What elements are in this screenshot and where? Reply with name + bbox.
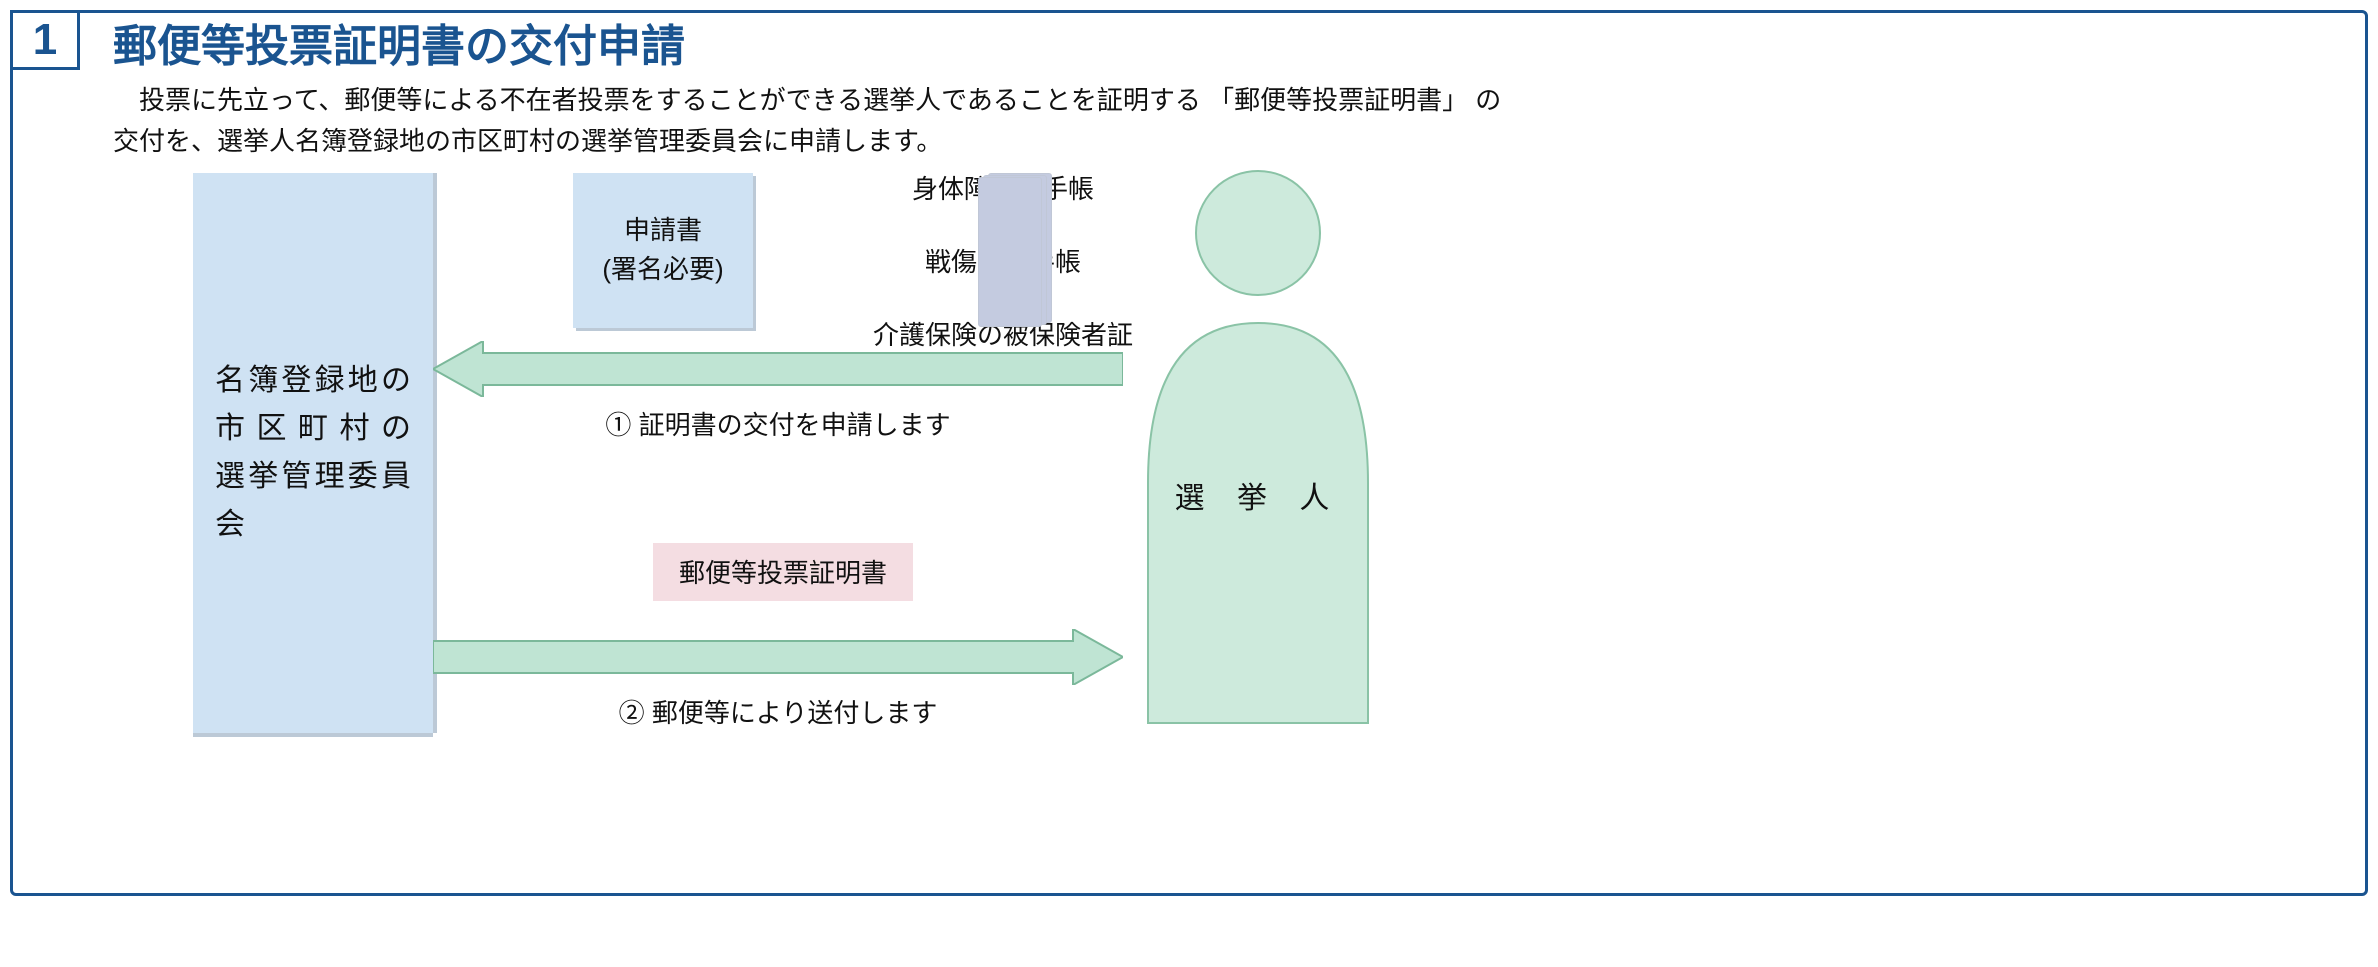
section-number: 1 bbox=[33, 15, 57, 65]
description-line-2: 交付を、選挙人名簿登録地の市区町村の選挙管理委員会に申請します。 bbox=[113, 121, 2345, 163]
flow-diagram: 名簿登録地の 市区町村の 選挙管理委員会 申請書 (署名必要) 身体障害者手帳 … bbox=[33, 173, 2345, 873]
certificate-box: 郵便等投票証明書 bbox=[653, 543, 913, 601]
description-line-1: 投票に先立って、郵便等による不在者投票をすることができる選挙人であることを証明す… bbox=[113, 80, 2345, 122]
committee-line: 選挙管理委員会 bbox=[215, 453, 411, 549]
committee-line: 名簿登録地の bbox=[215, 357, 411, 405]
app-form-line: (署名必要) bbox=[602, 250, 723, 289]
person-icon bbox=[1128, 163, 1388, 743]
arrow-2-caption: ② 郵便等により送付します bbox=[433, 693, 1123, 730]
section-frame: 1 郵便等投票証明書の交付申請 投票に先立って、郵便等による不在者投票をすること… bbox=[10, 10, 2368, 896]
arrow-to-committee bbox=[433, 341, 1123, 397]
application-form-box: 申請書 (署名必要) bbox=[573, 173, 753, 328]
arrow-left-icon bbox=[433, 341, 1123, 397]
section-description: 投票に先立って、郵便等による不在者投票をすることができる選挙人であることを証明す… bbox=[113, 80, 2345, 163]
arrow-right-icon bbox=[433, 629, 1123, 685]
voter-figure bbox=[1128, 163, 1388, 743]
handbook-card-icon bbox=[978, 177, 1042, 327]
section-number-badge: 1 bbox=[10, 10, 80, 70]
section-title: 郵便等投票証明書の交付申請 bbox=[113, 21, 2345, 74]
app-form-line: 申請書 bbox=[624, 211, 702, 250]
handbook-card-stack bbox=[978, 173, 1058, 328]
voter-label: 選 挙 人 bbox=[1128, 473, 1388, 517]
election-committee-box: 名簿登録地の 市区町村の 選挙管理委員会 bbox=[193, 173, 433, 733]
arrow-to-voter bbox=[433, 629, 1123, 685]
committee-text: 名簿登録地の 市区町村の 選挙管理委員会 bbox=[215, 357, 411, 549]
committee-line: 市区町村の bbox=[215, 405, 411, 453]
arrow-1-caption: ① 証明書の交付を申請します bbox=[433, 405, 1123, 442]
